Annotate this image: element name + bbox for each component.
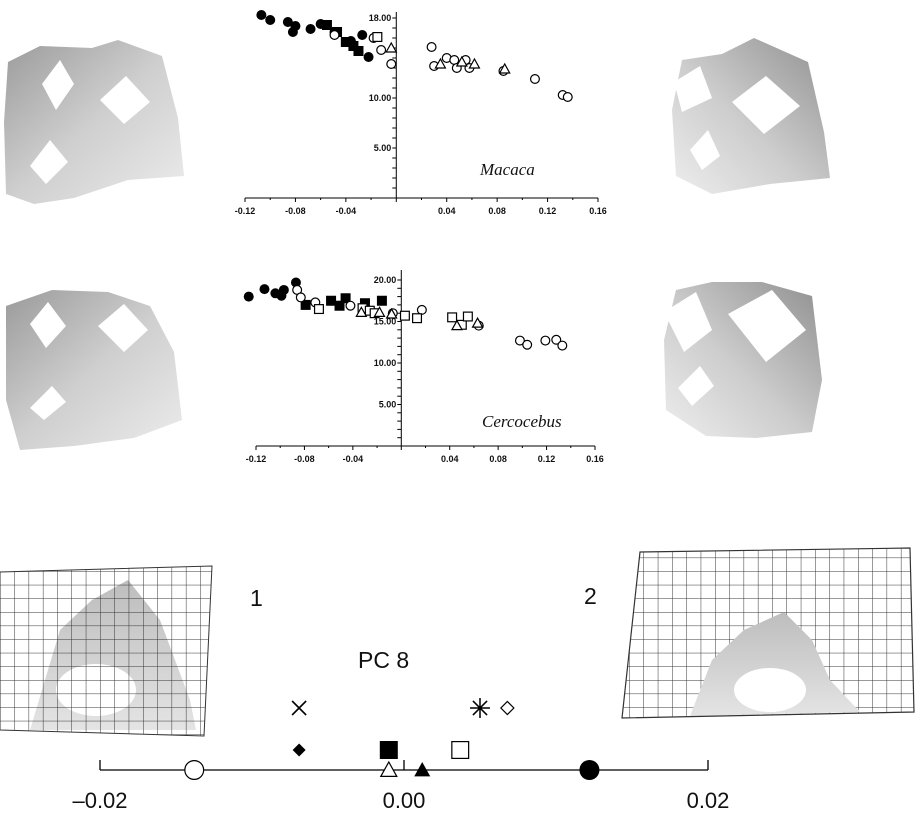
open-square-marker [462, 311, 473, 322]
filled-square-marker [326, 295, 337, 306]
open-triangle-marker [450, 319, 463, 331]
filled-square-marker [340, 37, 351, 47]
filled-triangle-marker [414, 762, 431, 777]
shape-label-1: 1 [250, 585, 263, 611]
open-circle-marker [184, 759, 205, 780]
cercocebus-x-tick-label: 0.12 [538, 454, 556, 464]
deformation-grid-1 [0, 565, 213, 737]
macaca-y-tick-label: 10.00 [369, 93, 392, 103]
macaca-x-tick-label: 0.04 [438, 206, 456, 216]
cercocebus-x-tick-label: -0.04 [343, 454, 364, 464]
cercocebus-x-tick-label: 0.08 [489, 454, 507, 464]
filled-square-marker [379, 741, 398, 759]
filled-square-marker [340, 293, 351, 304]
open-square-marker [399, 310, 410, 321]
filled-square-marker [334, 300, 345, 311]
plot-annotation-cercocebus: Cercocebus [482, 412, 562, 431]
cercocebus-y-tick-label: 20.00 [374, 275, 397, 285]
macaca-scatter-plot: -0.12 -0.08 -0.04 0.04 0.08 0.12 0.16 18.00 10.0… [235, 10, 607, 216]
macaca-x-tick-label: 0.16 [589, 206, 607, 216]
macaca-x-tick-label: 0.12 [539, 206, 557, 216]
macaca-x-tick-label: -0.08 [285, 206, 306, 216]
filled-circle-marker [357, 30, 368, 40]
open-diamond-marker [500, 700, 515, 716]
pc8-title: PC 8 [358, 647, 409, 673]
cercocebus-x-tick-label: -0.12 [246, 454, 267, 464]
filled-circle-marker [305, 24, 316, 34]
open-triangle-marker [385, 41, 398, 53]
open-circle-marker [345, 300, 356, 311]
open-triangle-marker [468, 57, 481, 69]
filled-square-marker [300, 299, 311, 310]
filled-square-marker [353, 46, 364, 56]
macaca-x-tick-label: 0.08 [488, 206, 506, 216]
cercocebus-x-tick-label: -0.08 [294, 454, 315, 464]
cercocebus-y-tick-label: 10.00 [374, 358, 397, 368]
open-circle-marker [529, 73, 540, 84]
macaca-y-tick-label: 5.00 [374, 143, 392, 153]
open-triangle-marker [471, 316, 484, 328]
open-circle-marker [557, 340, 568, 351]
open-circle-marker [329, 30, 340, 41]
open-square-marker [447, 312, 458, 323]
open-triangle-marker [434, 57, 447, 69]
shape-label-2: 2 [584, 583, 597, 609]
pc8-scatter-plot: –0.02 0.00 0.02 [72, 698, 729, 813]
open-square-marker [451, 740, 470, 759]
open-triangle-marker [455, 55, 468, 67]
skull-surface-top-left [4, 40, 184, 204]
open-circle-marker [562, 91, 573, 102]
macaca-y-tick-label: 18.00 [369, 13, 392, 23]
filled-circle-marker [579, 760, 600, 780]
cercocebus-x-tick-label: 0.16 [586, 454, 604, 464]
filled-diamond-marker [292, 743, 306, 757]
pc8-x-tick-label: –0.02 [72, 788, 127, 813]
cercocebus-x-tick-label: 0.04 [441, 454, 459, 464]
open-triangle-marker [373, 306, 386, 317]
filled-circle-marker [282, 17, 293, 27]
deformation-grid-2 [621, 547, 915, 719]
macaca-x-tick-label: -0.04 [336, 206, 357, 216]
filled-circle-marker [363, 52, 374, 62]
cercocebus-y-tick-label: 5.00 [379, 400, 397, 410]
skull-surface-top-right [672, 38, 830, 194]
open-square-marker [412, 313, 423, 324]
x-cross-marker [291, 700, 307, 716]
open-circle-marker [295, 292, 306, 303]
filled-circle-marker [259, 284, 270, 295]
filled-circle-marker [256, 10, 267, 20]
filled-square-marker [348, 41, 359, 51]
open-circle-marker [514, 335, 525, 346]
filled-square-marker [321, 20, 332, 30]
open-square-marker [313, 304, 324, 315]
filled-circle-marker [265, 15, 276, 25]
open-circle-marker [426, 41, 437, 52]
cercocebus-y-tick-label: 15.00 [374, 317, 397, 327]
open-triangle-marker [355, 306, 368, 317]
filled-circle-marker [278, 284, 289, 295]
skull-surface-middle-left [6, 290, 182, 450]
filled-circle-marker [243, 291, 254, 302]
macaca-x-tick-label: -0.12 [235, 206, 256, 216]
pc8-x-tick-label: 0.00 [383, 788, 426, 813]
open-circle-marker [386, 58, 397, 69]
filled-circle-marker [290, 277, 301, 288]
open-square-marker [372, 31, 383, 42]
open-triangle-marker [498, 62, 511, 74]
open-circle-marker [522, 339, 533, 350]
cercocebus-scatter-plot: -0.12 -0.08 -0.04 0.04 0.08 0.12 0.16 20.00 15.0… [243, 270, 604, 464]
open-triangle-marker [379, 760, 398, 778]
skull-surface-middle-right [664, 282, 822, 438]
asterisk-marker [470, 698, 490, 718]
pc8-x-tick-label: 0.02 [687, 788, 730, 813]
open-circle-marker [540, 335, 551, 346]
open-circle-marker [416, 304, 427, 315]
plot-annotation-macaca: Macaca [479, 160, 535, 179]
open-triangle-marker [385, 307, 398, 319]
open-circle-marker [376, 44, 387, 55]
filled-circle-marker [287, 27, 298, 37]
filled-square-marker [376, 295, 387, 306]
open-circle-marker [551, 334, 562, 345]
